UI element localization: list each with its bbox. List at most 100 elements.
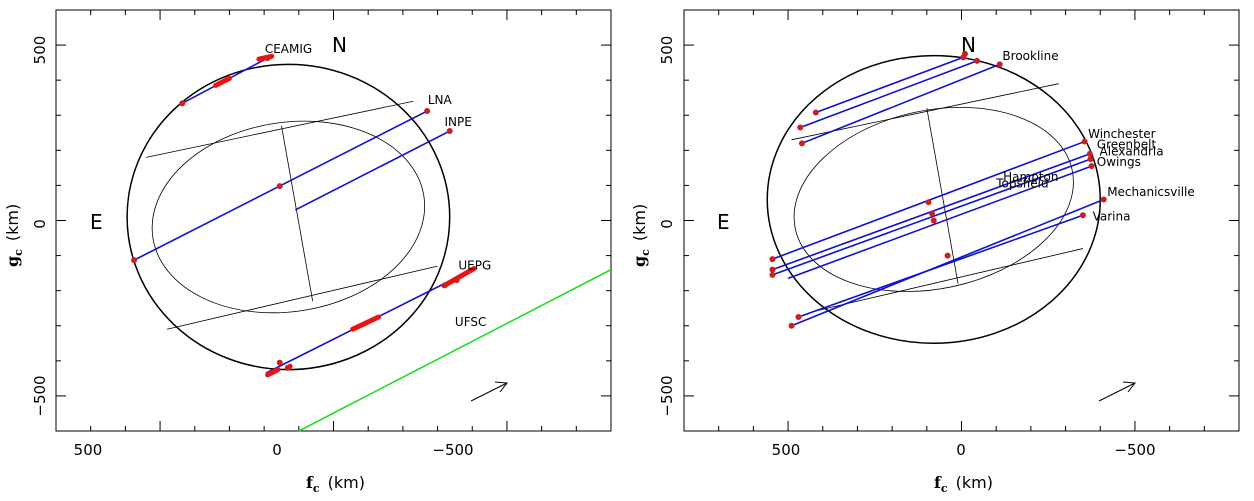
contact-point (424, 108, 431, 115)
station-label: Hampton (1003, 170, 1058, 184)
coordinate-grid-line (281, 125, 314, 302)
y-axis-unit: (km) (630, 204, 649, 241)
station-label: Winchester (1088, 127, 1155, 141)
contact-point (1086, 150, 1093, 157)
contact-point (264, 55, 271, 62)
y-tick-label: −500 (658, 375, 676, 416)
y-tick-label: 0 (658, 219, 676, 229)
contact-point (131, 257, 138, 264)
contact-point (797, 124, 804, 131)
y-axis-var: g (3, 256, 22, 267)
north-label: N (332, 33, 347, 57)
chord-line (294, 130, 451, 211)
station-label: Topsfield (995, 177, 1048, 191)
contact-point (769, 256, 776, 263)
motion-arrow-head (1122, 381, 1136, 393)
station-label: Greenbelt (1097, 138, 1157, 152)
contact-point (929, 210, 936, 217)
x-tick-label: −500 (432, 441, 473, 459)
contact-point (788, 322, 795, 329)
x-tick-label: 0 (956, 441, 966, 459)
chord-line (799, 60, 978, 129)
station-label: Mechanicsville (1107, 185, 1195, 199)
coordinate-grid-line (146, 100, 414, 158)
left-chart-marks: CEAMIG LNA INPE UEPG UFSC (55, 9, 612, 432)
contact-point (944, 252, 951, 259)
y-axis-sub: c (12, 249, 25, 256)
timing-error-bar (265, 367, 281, 378)
contact-point (179, 100, 186, 107)
station-label: INPE (445, 115, 472, 129)
x-axis-var: f (934, 473, 942, 492)
station-label: LNA (428, 93, 453, 107)
chord-line (791, 198, 1105, 327)
y-tick-label: 500 (658, 36, 676, 65)
x-tick-label: 500 (772, 441, 801, 459)
contact-point (961, 50, 968, 57)
right-chart-panel: 500 0 −500 500 0 −500 fc (km) gc(km) N E … (630, 9, 1240, 495)
contact-point (1088, 163, 1095, 170)
timing-error-bar (442, 266, 477, 288)
contact-point (930, 217, 937, 224)
x-tick-label: 500 (74, 441, 103, 459)
contact-point (925, 199, 932, 206)
station-label: UEPG (458, 259, 491, 273)
x-axis-sub: c (941, 482, 948, 495)
y-axis-title: gc (km) (3, 204, 25, 267)
contact-point (996, 61, 1003, 68)
x-axis-sub: c (313, 482, 320, 495)
coordinate-grid-line (812, 248, 1083, 313)
station-label: UFSC (455, 315, 486, 329)
limb-ellipse (766, 54, 1101, 345)
contact-point (769, 271, 776, 278)
timing-error-bar (350, 314, 382, 332)
chord-line (815, 56, 964, 114)
contact-point (1100, 196, 1107, 203)
chord-line (787, 165, 1092, 280)
y-tick-label: −500 (31, 375, 49, 416)
coordinate-grid-arc (793, 106, 1074, 292)
contact-point (441, 282, 448, 289)
y-tick-label: 500 (31, 36, 49, 65)
x-axis-title: fc (km) (934, 473, 993, 495)
contact-point (798, 140, 805, 147)
chord-line (772, 158, 1091, 276)
x-axis-unit: (km) (328, 473, 365, 492)
timing-error-bar (213, 75, 232, 88)
svg-text:gc(km): gc (km) (630, 204, 652, 267)
plot-frame (55, 9, 612, 432)
station-label: CEAMIG (265, 42, 312, 56)
east-label: E (90, 210, 103, 234)
y-axis-var: g (630, 256, 649, 267)
x-tick-label: −500 (1114, 441, 1155, 459)
y-axis-unit: (km) (3, 204, 22, 241)
contact-point (1081, 138, 1088, 145)
contact-point (284, 364, 291, 371)
motion-arrow (1098, 382, 1136, 402)
contact-point (446, 128, 453, 135)
station-label: Owings (1097, 155, 1141, 169)
contact-point (1079, 212, 1086, 219)
x-axis-unit: (km) (956, 473, 993, 492)
contact-point (276, 183, 283, 190)
contact-point (812, 109, 819, 116)
coordinate-grid-line (166, 265, 438, 330)
contact-point (453, 277, 460, 284)
contact-point (974, 57, 981, 64)
svg-text:fc(km): fc (km) (934, 473, 993, 495)
y-axis-title: gc (km) (630, 204, 652, 267)
left-chart-panel: 500 0 −500 500 0 −500 fc (km) gc(km) N E … (3, 9, 612, 495)
station-label: Alexandria (1100, 145, 1164, 159)
station-label: Varina (1093, 210, 1131, 224)
contact-point (1087, 156, 1094, 163)
coordinate-grid-arc (151, 120, 426, 314)
x-axis-var: f (306, 473, 314, 492)
east-label: E (717, 210, 730, 234)
svg-text:fc(km): fc (km) (306, 473, 365, 495)
contact-point (769, 266, 776, 273)
y-axis-sub: c (639, 249, 652, 256)
station-label: Brookline (1002, 49, 1058, 63)
chord-line (798, 214, 1084, 318)
